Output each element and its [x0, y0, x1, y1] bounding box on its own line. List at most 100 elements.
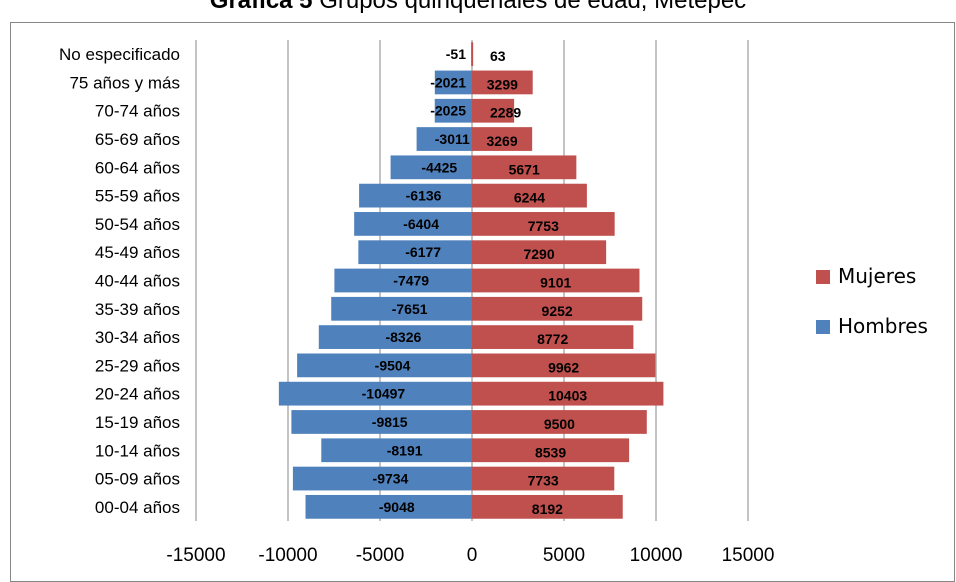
y-category-label: 50-54 años [95, 215, 180, 234]
y-category-label: 70-74 años [95, 102, 180, 121]
data-label: -2025 [430, 103, 466, 119]
data-label: -9504 [375, 357, 411, 373]
bar-hombres [334, 268, 472, 293]
data-label: -9048 [379, 499, 415, 515]
data-label: 7753 [528, 218, 559, 234]
x-tick-label: -15000 [166, 545, 225, 566]
x-tick-label: 5000 [543, 545, 585, 566]
bar-mujeres [472, 212, 615, 236]
legend-label-mujeres: Mujeres [838, 264, 916, 288]
data-label: 8772 [537, 331, 568, 347]
data-label: 3299 [487, 76, 518, 92]
data-label: 9101 [540, 275, 571, 291]
y-category-label: 05-09 años [95, 470, 180, 489]
data-label: -6404 [403, 216, 439, 232]
bar-hombres [390, 155, 472, 180]
chart-title-bold: Gráfica 5 [209, 0, 313, 14]
bar-hombres [434, 70, 472, 95]
data-label: -8191 [387, 442, 423, 458]
legend-label-hombres: Hombres [838, 314, 928, 338]
y-category-label: 65-69 años [95, 130, 180, 149]
y-category-label: 60-64 años [95, 158, 180, 177]
bar-hombres [291, 410, 472, 434]
data-label: 5671 [509, 161, 540, 177]
data-label: -8326 [385, 329, 421, 345]
data-label: -7651 [392, 301, 428, 317]
bar-hombres [471, 42, 472, 67]
bar-mujeres [472, 325, 634, 349]
data-label: -9734 [373, 471, 409, 487]
x-tick-label: -10000 [258, 545, 317, 566]
y-category-label: 10-14 años [95, 441, 180, 460]
y-category-label: 40-44 años [95, 272, 180, 291]
bar-mujeres [472, 494, 623, 519]
bar-hombres [354, 212, 472, 236]
x-tick-label: -5000 [356, 545, 405, 566]
data-label: 3269 [486, 133, 517, 149]
data-label: 2289 [490, 105, 521, 121]
bar-mujeres [472, 353, 656, 378]
data-label: 7290 [523, 246, 554, 262]
data-label: 9500 [544, 416, 575, 432]
data-label: -3011 [435, 131, 470, 147]
y-category-label: 25-29 años [95, 356, 180, 375]
bar-hombres [434, 98, 472, 123]
bar-hombres [331, 296, 472, 321]
bar-mujeres [472, 155, 577, 180]
bar-hombres [358, 240, 472, 265]
bar-hombres [416, 127, 472, 151]
y-category-label: 55-59 años [95, 187, 180, 206]
legend-swatch-hombres [816, 320, 830, 334]
bar-mujeres [472, 240, 607, 265]
bar-mujeres [472, 42, 474, 67]
bar-hombres [278, 381, 472, 406]
bar-mujeres [472, 70, 533, 95]
data-label: -6177 [405, 244, 441, 260]
chart-title-text: Grupos quinquenales de edad, Metepec [319, 0, 747, 14]
chart-title: Gráfica 5 Grupos quinquenales de edad, M… [0, 0, 956, 15]
bar-mujeres [472, 466, 615, 491]
data-label: 7733 [528, 473, 559, 489]
data-label: -6136 [406, 188, 442, 204]
bar-mujeres [472, 268, 640, 293]
data-label: 8539 [535, 444, 566, 460]
bar-mujeres [472, 127, 533, 151]
data-label: 9962 [548, 359, 579, 375]
bar-hombres [292, 466, 472, 491]
bar-mujeres [472, 381, 664, 406]
data-label: 10403 [548, 388, 587, 404]
data-label: -2021 [430, 74, 466, 90]
legend-swatch-mujeres [816, 270, 830, 284]
data-label: 8192 [532, 501, 563, 517]
y-category-label: No especificado [59, 45, 180, 64]
bar-mujeres [472, 183, 587, 208]
bar-hombres [359, 183, 472, 208]
bar-hombres [297, 353, 472, 378]
data-label: 63 [490, 48, 506, 64]
bar-mujeres [472, 296, 643, 321]
x-tick-label: 0 [467, 545, 478, 566]
y-category-label: 20-24 años [95, 385, 180, 404]
bar-hombres [318, 325, 472, 349]
bar-mujeres [472, 98, 515, 123]
y-category-label: 30-34 años [95, 328, 180, 347]
data-label: -9815 [372, 414, 408, 430]
data-label: 9252 [542, 303, 573, 319]
y-category-label: 45-49 años [95, 243, 180, 262]
y-category-label: 35-39 años [95, 300, 180, 319]
y-category-label: 75 años y más [69, 73, 180, 92]
data-label: -7479 [393, 273, 429, 289]
bar-hombres [305, 494, 472, 519]
x-tick-label: 10000 [630, 545, 683, 566]
y-category-label: 00-04 años [95, 498, 180, 517]
data-label: -51 [446, 46, 466, 62]
bar-mujeres [472, 410, 647, 434]
data-label: -4425 [421, 159, 457, 175]
x-tick-label: 15000 [722, 545, 775, 566]
y-category-label: 15-19 años [95, 413, 180, 432]
bar-mujeres [472, 438, 630, 463]
data-label: -10497 [362, 386, 406, 402]
data-label: 6244 [514, 190, 545, 206]
bar-hombres [321, 438, 472, 463]
